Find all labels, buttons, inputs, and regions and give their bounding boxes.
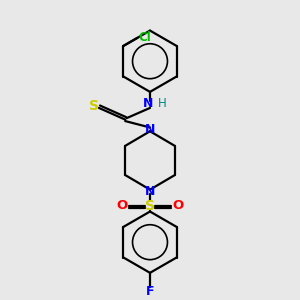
Text: N: N (145, 184, 155, 198)
Text: S: S (89, 100, 99, 113)
Text: O: O (116, 199, 127, 212)
Text: H: H (158, 97, 167, 110)
Text: Cl: Cl (139, 31, 151, 44)
Text: S: S (145, 199, 155, 213)
Text: O: O (173, 199, 184, 212)
Text: N: N (143, 97, 154, 110)
Text: N: N (145, 123, 155, 136)
Text: F: F (146, 285, 154, 298)
